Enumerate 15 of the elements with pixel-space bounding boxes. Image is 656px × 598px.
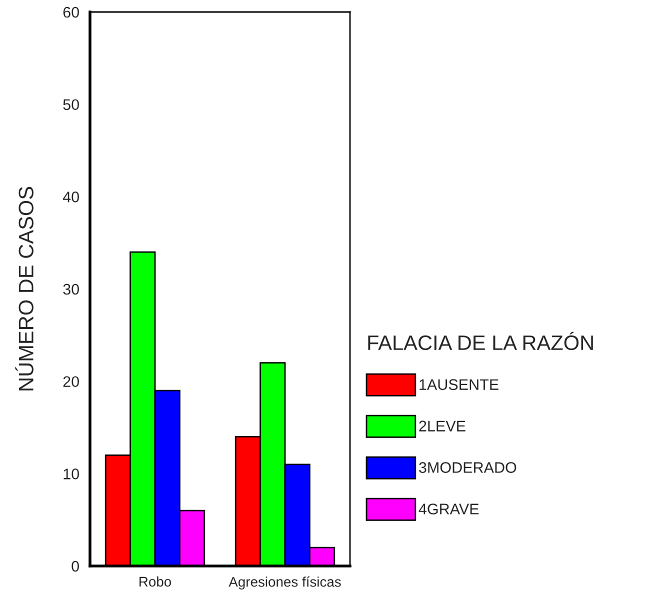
y-axis-title: NÚMERO DE CASOS	[15, 186, 34, 390]
x-tick-label: Agresiones físicas	[228, 576, 341, 590]
legend-label: 2LEVE	[419, 420, 466, 432]
y-tick-label: 60	[63, 6, 79, 18]
y-tick-label: 0	[72, 560, 79, 572]
legend-title: FALACIA DE LA RAZÓN	[368, 332, 593, 350]
y-tick-label: 30	[63, 284, 79, 295]
legend-label: 3MODERADO	[419, 462, 516, 473]
y-tick-label: 50	[63, 99, 79, 110]
legend-label: 1AUSENTE	[420, 379, 498, 390]
x-tick-label: Robo	[140, 576, 172, 587]
y-tick-label: 20	[63, 376, 79, 388]
y-tick-label: 40	[62, 192, 79, 202]
y-tick-label: 10	[64, 468, 79, 480]
legend-label: 4GRAVE	[418, 504, 479, 514]
